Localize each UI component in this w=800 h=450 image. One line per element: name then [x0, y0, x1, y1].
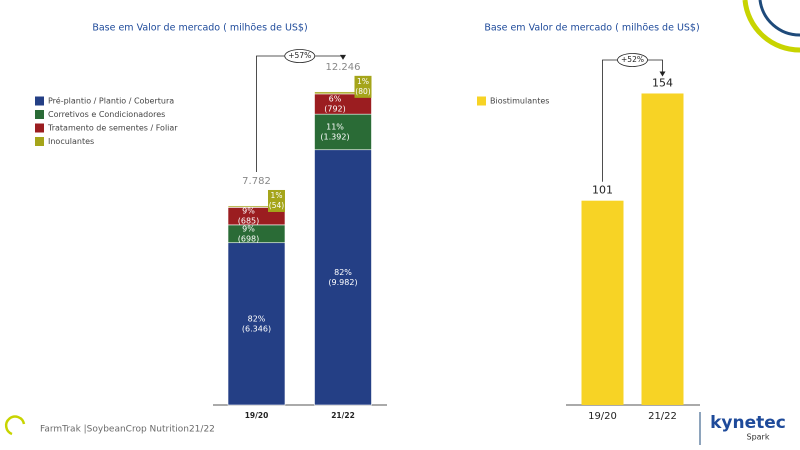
legend-label: Inoculantes: [48, 137, 94, 146]
footer-icon: [4, 415, 26, 436]
legend-swatch: [35, 110, 44, 119]
value-label: (1.392): [320, 132, 349, 141]
legend-swatch: [35, 96, 44, 106]
value-label: 101: [592, 184, 613, 197]
x-tick-label: 21/22: [648, 411, 677, 422]
legend-label: Corretivos e Condicionadores: [48, 110, 165, 119]
value-label: (6.346): [242, 324, 271, 333]
percent-label: 1%: [357, 77, 369, 86]
footer-source: FarmTrak |SoybeanCrop Nutrition21/22: [40, 425, 215, 435]
badge: [268, 189, 285, 212]
corner-arc: [758, 0, 800, 37]
value-label: (9.982): [328, 278, 357, 287]
bar: [641, 93, 684, 405]
legend-label: Biostimulantes: [490, 97, 549, 106]
value-label: (80): [355, 87, 370, 96]
legend-swatch: [35, 123, 44, 133]
percent-label: 1%: [271, 191, 283, 200]
legend-label: Pré-plantio / Plantio / Cobertura: [48, 96, 174, 106]
x-tick-label: 19/20: [245, 411, 269, 420]
sub-brand: Spark: [747, 433, 770, 442]
arrow-head: [659, 71, 666, 77]
percent-label: 11%: [326, 122, 344, 131]
value-label: (54): [269, 201, 284, 210]
bar-segment: [314, 149, 372, 406]
corner-arc: [742, 0, 800, 53]
value-label: (698): [238, 234, 260, 243]
total-label: 12.246: [326, 62, 361, 73]
bar-segment: [227, 242, 286, 406]
growth-badge: [284, 49, 316, 63]
percent-label: 82%: [334, 268, 352, 277]
arrow-head: [340, 54, 346, 60]
value-label: (685): [238, 217, 260, 226]
chart-title: Base em Valor de mercado ( milhões de US…: [92, 23, 307, 34]
x-tick-label: 19/20: [588, 411, 617, 422]
growth-badge: [617, 53, 648, 67]
growth-label: +57%: [288, 51, 311, 60]
legend-swatch: [477, 96, 486, 106]
badge: [354, 75, 372, 98]
bar-segment: [314, 113, 372, 151]
total-label: 7.782: [242, 176, 271, 187]
percent-label: 82%: [248, 314, 266, 323]
percent-label: 9%: [242, 207, 255, 216]
chart-title: Base em Valor de mercado ( milhões de US…: [484, 23, 699, 34]
value-label: (792): [324, 105, 346, 114]
bar: [581, 200, 624, 405]
brand-logo: kynetec: [710, 413, 786, 433]
growth-label: +52%: [621, 55, 644, 64]
value-label: 154: [652, 76, 673, 89]
percent-label: 9%: [242, 224, 255, 233]
percent-label: 6%: [329, 95, 342, 104]
x-tick-label: 21/22: [331, 411, 355, 420]
legend-label: Tratamento de sementes / Foliar: [47, 124, 178, 133]
legend-swatch: [35, 137, 44, 146]
